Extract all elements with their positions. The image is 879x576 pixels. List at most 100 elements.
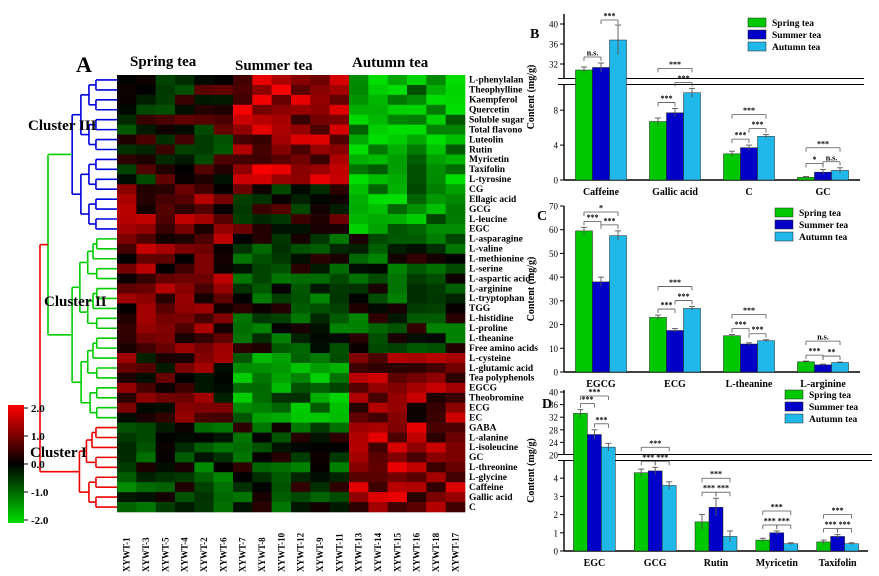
heatmap-cell bbox=[407, 472, 427, 483]
heatmap-column-label: XYWT-5 bbox=[160, 537, 170, 572]
heatmap-cell bbox=[194, 75, 214, 86]
heatmap-cell bbox=[349, 283, 369, 294]
heatmap-cell bbox=[155, 432, 176, 443]
heatmap-cell bbox=[271, 412, 292, 423]
heatmap-cell bbox=[310, 94, 330, 106]
heatmap-cell bbox=[194, 462, 214, 473]
heatmap-cell bbox=[194, 214, 214, 225]
heatmap-cell bbox=[349, 482, 369, 493]
heatmap-cell bbox=[368, 372, 388, 384]
heatmap-cell bbox=[407, 452, 427, 463]
heatmap-cell bbox=[252, 482, 272, 493]
heatmap-cell bbox=[368, 392, 388, 404]
heatmap-row-label: Theobromine bbox=[469, 394, 524, 404]
heatmap-cell bbox=[445, 343, 466, 354]
heatmap-cell bbox=[136, 174, 156, 185]
heatmap-cell bbox=[310, 462, 330, 473]
y-tick-label: 32 bbox=[549, 413, 558, 423]
heatmap-cell bbox=[426, 402, 446, 413]
heatmap-cell bbox=[310, 134, 330, 145]
legend-swatch bbox=[774, 231, 794, 242]
heatmap-row-label: Kaempferol bbox=[469, 96, 518, 106]
heatmap-cell bbox=[426, 472, 446, 483]
heatmap-cell bbox=[310, 412, 330, 423]
heatmap-cell bbox=[368, 144, 388, 155]
heatmap-cell bbox=[213, 462, 234, 473]
heatmap-row-label: L-histidine bbox=[469, 314, 513, 324]
heatmap-cell bbox=[194, 392, 214, 404]
heatmap-cell bbox=[426, 184, 446, 195]
significance-label: *** bbox=[604, 12, 616, 21]
heatmap-cell bbox=[175, 84, 195, 96]
heatmap-cell bbox=[136, 303, 156, 314]
heatmap-cell bbox=[155, 164, 176, 175]
heatmap-cell bbox=[291, 243, 311, 255]
heatmap-cell bbox=[194, 124, 214, 135]
heatmap-cell bbox=[136, 343, 156, 354]
legend-label: Autumn tea bbox=[799, 233, 848, 243]
heatmap-cell bbox=[136, 233, 156, 245]
heatmap-cell bbox=[426, 253, 446, 264]
legend-label: Autumn tea bbox=[809, 415, 858, 425]
significance-label: *** bbox=[778, 516, 790, 525]
heatmap-cell bbox=[329, 144, 350, 155]
heatmap-cell bbox=[426, 392, 446, 404]
heatmap-cell bbox=[387, 412, 408, 423]
heatmap-cell bbox=[136, 114, 156, 125]
heatmap-row-label: L-aspartic acid bbox=[469, 274, 531, 284]
heatmap-cell bbox=[155, 372, 176, 384]
heatmap-cell bbox=[213, 114, 234, 125]
heatmap-cell bbox=[291, 253, 311, 264]
colorbar-gradient bbox=[8, 405, 24, 523]
heatmap-row-label: EC bbox=[469, 413, 482, 423]
y-tick-label: 28 bbox=[549, 425, 559, 435]
heatmap-cell bbox=[349, 492, 369, 503]
heatmap-cell bbox=[233, 482, 253, 493]
heatmap-cell bbox=[213, 293, 234, 304]
heatmap-cell bbox=[291, 283, 311, 294]
heatmap-cell bbox=[213, 144, 234, 155]
heatmap-cell bbox=[426, 333, 446, 344]
heatmap-cell bbox=[426, 194, 446, 205]
heatmap-cell bbox=[155, 313, 176, 324]
heatmap-cell bbox=[175, 343, 195, 354]
heatmap-cell bbox=[252, 243, 272, 255]
heatmap-cell bbox=[233, 104, 253, 116]
heatmap-cell bbox=[387, 104, 408, 116]
heatmap-cell bbox=[155, 263, 176, 274]
bar bbox=[814, 364, 832, 373]
heatmap-cell bbox=[155, 233, 176, 245]
heatmap-cell bbox=[291, 233, 311, 245]
heatmap-cell bbox=[426, 223, 446, 235]
heatmap-cell bbox=[349, 432, 369, 443]
heatmap-cell bbox=[349, 442, 369, 453]
heatmap-cell bbox=[329, 492, 350, 503]
heatmap-cell bbox=[407, 263, 427, 274]
heatmap-cell bbox=[368, 303, 388, 314]
heatmap-cell bbox=[175, 124, 195, 135]
heatmap-cell bbox=[407, 75, 427, 86]
heatmap-cell bbox=[387, 214, 408, 225]
heatmap-cell bbox=[213, 482, 234, 493]
heatmap-cell bbox=[194, 273, 214, 284]
heatmap-cell bbox=[233, 75, 253, 86]
heatmap-cell bbox=[445, 273, 466, 284]
heatmap-cell bbox=[117, 343, 137, 354]
heatmap-cell bbox=[252, 164, 272, 175]
y-tick-label: 50 bbox=[549, 249, 559, 259]
heatmap-cell bbox=[271, 194, 292, 205]
heatmap-cell bbox=[271, 472, 292, 483]
heatmap-cell bbox=[329, 502, 350, 513]
heatmap-cell bbox=[252, 333, 272, 344]
heatmap-cell bbox=[445, 422, 466, 433]
heatmap-cell bbox=[445, 293, 466, 304]
heatmap-row-label: L-arginine bbox=[469, 284, 512, 294]
heatmap-cell bbox=[117, 303, 137, 314]
heatmap-cell bbox=[194, 154, 214, 165]
heatmap-cell bbox=[213, 343, 234, 354]
heatmap-cell bbox=[368, 154, 388, 165]
heatmap-cell bbox=[233, 253, 253, 264]
heatmap-cell bbox=[387, 204, 408, 215]
heatmap-cell bbox=[271, 492, 292, 503]
heatmap-cell bbox=[387, 174, 408, 185]
